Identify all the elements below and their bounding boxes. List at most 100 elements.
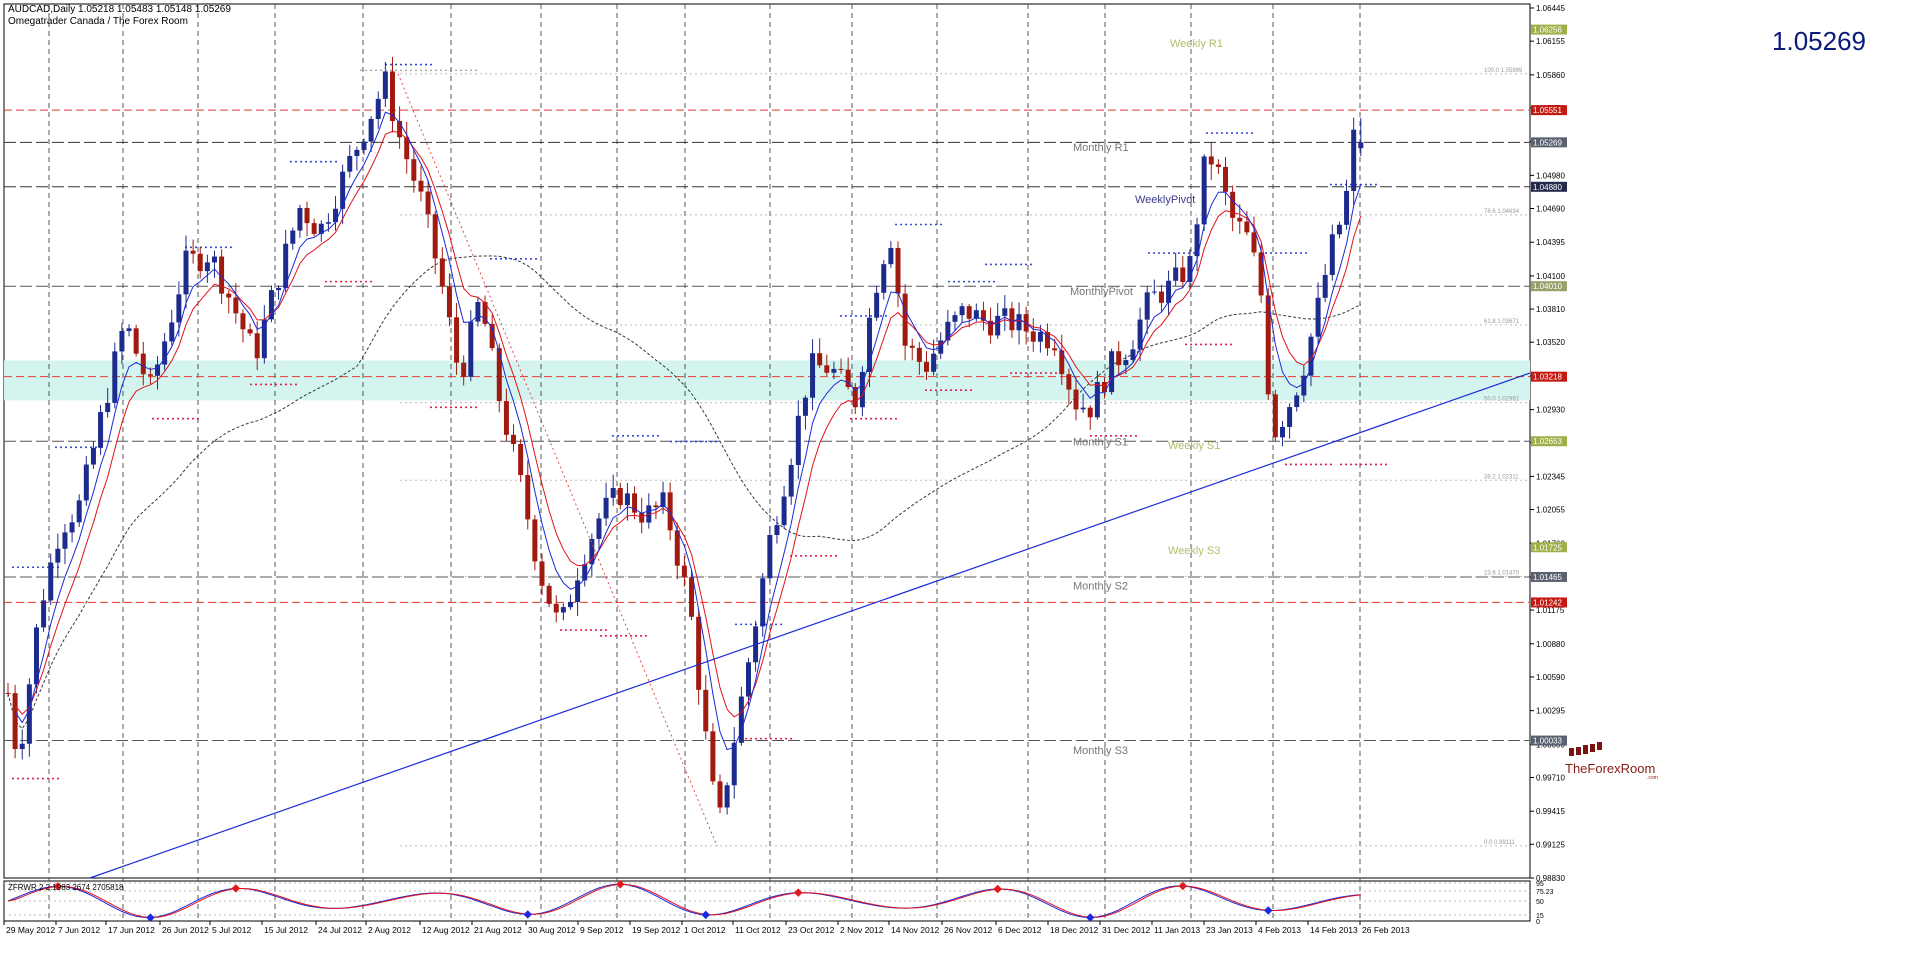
candle-body <box>1358 142 1363 148</box>
candle-body <box>347 156 352 172</box>
candle-body <box>604 498 609 519</box>
level-label: Weekly S3 <box>1168 545 1220 557</box>
x-tick-label: 19 Sep 2012 <box>632 925 680 935</box>
price-tag-label: 1.00033 <box>1533 737 1562 746</box>
candle-body <box>696 617 701 690</box>
candle-body <box>55 549 60 563</box>
candle-body <box>789 465 794 497</box>
candle-body <box>326 222 331 224</box>
symbol-info: AUDCAD,Daily 1.05218 1.05483 1.05148 1.0… <box>8 4 231 15</box>
price-tag-label: 1.05269 <box>1533 138 1562 147</box>
candle-body <box>625 493 630 505</box>
candle-body <box>447 286 452 317</box>
x-tick-label: 29 May 2012 <box>6 925 55 935</box>
price-tag-label: 1.06256 <box>1533 26 1562 35</box>
candle-body <box>362 142 367 150</box>
candle-body <box>497 348 502 401</box>
candle-body <box>817 353 822 365</box>
forex-room-logo: TheForexRoom .com <box>1565 742 1661 782</box>
candle-body <box>134 328 139 353</box>
candle-body <box>6 693 11 694</box>
logo-text: TheForexRoom <box>1565 761 1655 776</box>
candle-body <box>13 693 18 749</box>
fib-label: 23.6 1.01470 <box>1484 570 1520 576</box>
price-tag-label: 1.05551 <box>1533 106 1562 115</box>
price-tag-label: 1.01725 <box>1533 543 1562 552</box>
candle-body <box>354 150 359 156</box>
candle-body <box>653 505 658 507</box>
candle-body <box>1209 156 1214 164</box>
candle-body <box>333 209 338 222</box>
candle-body <box>290 231 295 244</box>
candle-body <box>84 465 89 501</box>
price-tag-label: 1.03218 <box>1533 373 1562 382</box>
candle-body <box>1330 234 1335 275</box>
x-tick-label: 15 Jul 2012 <box>264 925 308 935</box>
broker-info: Omegatrader Canada / The Forex Room <box>8 16 188 27</box>
candle-body <box>340 172 345 209</box>
candle-body <box>1216 164 1221 167</box>
candle-body <box>1223 167 1228 192</box>
candle-body <box>860 372 865 407</box>
x-tick-label: 30 Aug 2012 <box>528 925 576 935</box>
candle-body <box>176 294 181 322</box>
candle-body <box>198 254 203 271</box>
candle-body <box>77 500 82 522</box>
level-label: Monthly S1 <box>1073 437 1128 449</box>
candle-body <box>255 333 260 358</box>
price-tag-label: 1.01242 <box>1533 598 1562 607</box>
x-tick-label: 1 Oct 2012 <box>684 925 726 935</box>
candle-body <box>1059 350 1064 374</box>
candle-body <box>1344 191 1349 225</box>
osc-tick-label: 0 <box>1536 919 1540 926</box>
candle-body <box>148 374 153 376</box>
candle-body <box>547 586 552 604</box>
price-tag-label: 1.04880 <box>1533 183 1562 192</box>
x-tick-label: 14 Feb 2013 <box>1310 925 1358 935</box>
candle-body <box>248 329 253 333</box>
x-tick-label: 4 Feb 2013 <box>1258 925 1301 935</box>
y-tick-label: 0.99415 <box>1536 807 1565 816</box>
level-label: Weekly R1 <box>1170 38 1223 50</box>
candle-body <box>426 192 431 215</box>
x-tick-label: 11 Jan 2013 <box>1154 925 1200 935</box>
candle-body <box>1081 408 1086 410</box>
support-zone <box>4 360 1530 400</box>
candle-body <box>184 251 189 295</box>
candle-body <box>725 785 730 807</box>
price-tag-label: 1.01465 <box>1533 573 1562 582</box>
y-tick-label: 1.06155 <box>1536 37 1565 46</box>
candle-body <box>418 181 423 192</box>
candle-body <box>910 346 915 348</box>
candle-body <box>710 731 715 781</box>
x-tick-label: 7 Jun 2012 <box>58 925 100 935</box>
candle-body <box>931 354 936 372</box>
candle-body <box>475 302 480 322</box>
candle-body <box>240 313 245 329</box>
price-tag-label: 1.04010 <box>1533 282 1562 291</box>
candle-body <box>1038 332 1043 342</box>
candle-body <box>831 369 836 373</box>
candle-body <box>1180 267 1185 282</box>
candle-body <box>297 208 302 231</box>
x-tick-label: 12 Aug 2012 <box>422 925 470 935</box>
fib-label: 78.6 1.04634 <box>1484 209 1520 215</box>
candle-body <box>1202 156 1207 224</box>
candle-body <box>1009 308 1014 330</box>
candle-body <box>411 159 416 181</box>
candle-body <box>41 600 46 627</box>
y-tick-label: 0.99125 <box>1536 840 1565 849</box>
candle-body <box>639 513 644 523</box>
level-label: MonthlyPivot <box>1070 286 1133 298</box>
candle-body <box>440 258 445 286</box>
candle-body <box>433 214 438 258</box>
level-label: Monthly S2 <box>1073 581 1128 593</box>
y-tick-label: 1.00880 <box>1536 640 1565 649</box>
candle-body <box>1252 232 1257 252</box>
candle-body <box>575 580 580 602</box>
candle-body <box>1259 252 1264 295</box>
candle-body <box>1173 267 1178 280</box>
fib-label: 0.0 0.99111 <box>1484 840 1515 846</box>
